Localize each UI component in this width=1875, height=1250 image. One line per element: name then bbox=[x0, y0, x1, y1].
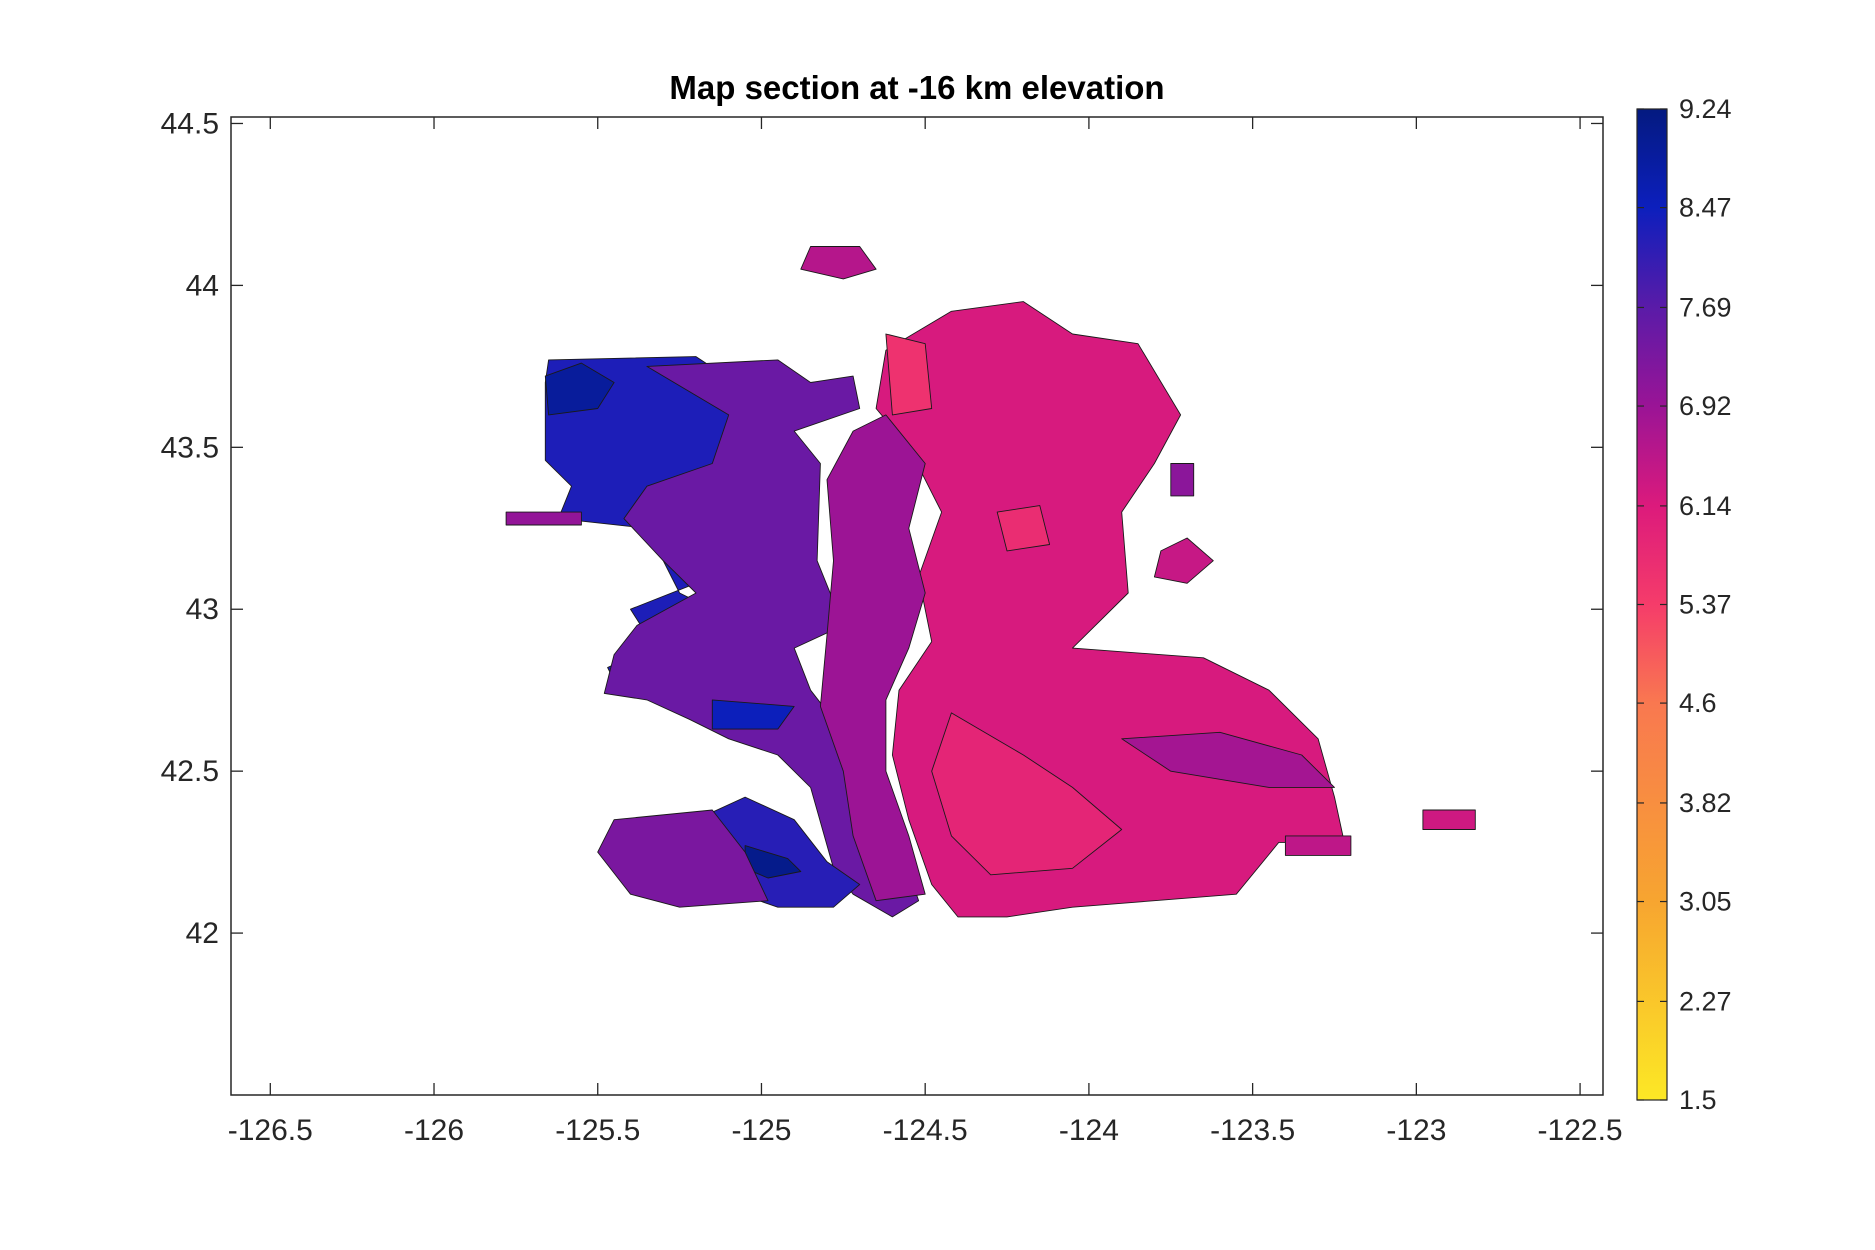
colorbar-tick-label: 6.14 bbox=[1679, 491, 1732, 521]
contour-region-16 bbox=[1422, 809, 1476, 830]
contour-region-12 bbox=[885, 333, 933, 416]
contour-region-19 bbox=[1170, 463, 1195, 497]
contour-region-15 bbox=[1153, 537, 1214, 584]
x-tick-label: -122.5 bbox=[1538, 1114, 1623, 1147]
contour-region-17 bbox=[1284, 835, 1352, 856]
contour-region-2 bbox=[544, 362, 615, 416]
y-tick-label: 43 bbox=[186, 593, 219, 626]
colorbar-tick-label: 2.27 bbox=[1679, 986, 1732, 1016]
colorbar-tick-label: 8.47 bbox=[1679, 193, 1732, 223]
colorbar-tick-label: 1.5 bbox=[1679, 1085, 1717, 1115]
y-tick-label: 42 bbox=[186, 917, 219, 950]
contour-region-14 bbox=[800, 246, 877, 280]
contour-region-11 bbox=[996, 505, 1051, 552]
y-tick-label: 44.5 bbox=[161, 107, 219, 140]
colorbar-tick-label: 7.69 bbox=[1679, 292, 1732, 322]
plot-frame bbox=[230, 116, 1604, 1096]
contour-region-7 bbox=[711, 699, 795, 730]
chart-title: Map section at -16 km elevation bbox=[669, 69, 1164, 106]
plot-area: -126.5 -126 -125.5 -125 -124.5 -124 -123.5 -123… bbox=[161, 107, 1623, 1147]
x-tick-label: -124.5 bbox=[883, 1114, 968, 1147]
contour-region-6 bbox=[597, 809, 769, 908]
y-tick-label: 44 bbox=[186, 269, 219, 302]
colorbar-tick-label: 4.6 bbox=[1679, 688, 1717, 718]
x-tick-label: -123.5 bbox=[1210, 1114, 1295, 1147]
x-tick-label: -124 bbox=[1059, 1114, 1119, 1147]
x-tick-label: -125.5 bbox=[555, 1114, 640, 1147]
x-axis: -126.5 -126 -125.5 -125 -124.5 -124 -123.5 -123… bbox=[228, 117, 1623, 1147]
colorbar-tick-label: 3.05 bbox=[1679, 887, 1732, 917]
colorbar: 9.24 8.47 7.69 6.92 6.14 5.37 4.6 3.82 3.05 2.27 1… bbox=[1636, 94, 1732, 1115]
colorbar-tick-label: 3.82 bbox=[1679, 788, 1732, 818]
x-tick-label: -126 bbox=[404, 1114, 464, 1147]
contour-region-18 bbox=[505, 511, 582, 526]
colorbar-tick-label: 5.37 bbox=[1679, 590, 1732, 620]
x-tick-label: -125 bbox=[731, 1114, 791, 1147]
x-tick-label: -123 bbox=[1386, 1114, 1446, 1147]
contour-region-9 bbox=[819, 414, 926, 902]
velocity-field bbox=[505, 246, 1476, 918]
contour-region-10 bbox=[931, 712, 1123, 876]
colorbar-tick-label: 9.24 bbox=[1679, 94, 1732, 124]
colorbar-tick-label: 6.92 bbox=[1679, 391, 1732, 421]
colorbar-ticks: 9.24 8.47 7.69 6.92 6.14 5.37 4.6 3.82 3.05 2.27 1… bbox=[1637, 94, 1732, 1115]
y-tick-label: 42.5 bbox=[161, 755, 219, 788]
y-tick-label: 43.5 bbox=[161, 431, 219, 464]
contour-region-3 bbox=[603, 359, 920, 918]
y-axis: 42 42.5 43 43.5 44 44.5 bbox=[161, 107, 1603, 950]
x-tick-label: -126.5 bbox=[228, 1114, 313, 1147]
contour-region-13 bbox=[1121, 731, 1335, 788]
